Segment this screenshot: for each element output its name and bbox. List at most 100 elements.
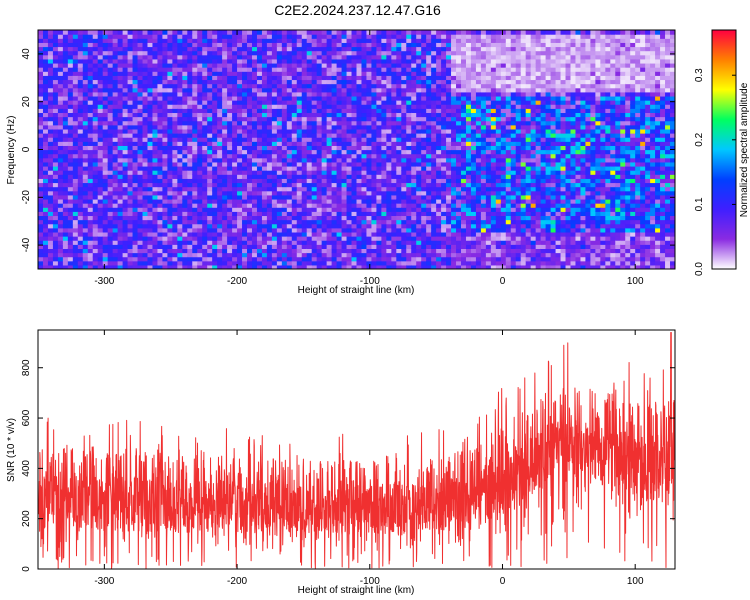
heatmap-cell (38, 145, 44, 151)
heatmap-cell (67, 141, 74, 146)
heatmap-cell (162, 203, 168, 208)
heatmap-cell (52, 236, 59, 241)
heatmap-cell (266, 207, 273, 212)
heatmap-cell (182, 112, 188, 118)
heatmap-cell (57, 153, 64, 159)
heatmap-cell (426, 145, 432, 151)
heatmap-cell (391, 50, 397, 56)
heatmap-cell (271, 207, 278, 212)
heatmap-cell (72, 30, 79, 35)
heatmap-cell (416, 252, 422, 258)
heatmap-cell (431, 116, 437, 122)
heatmap-cell (232, 137, 238, 142)
heatmap-cell (62, 30, 69, 35)
heatmap-cell (222, 30, 228, 35)
heatmap-cell (122, 157, 129, 163)
heatmap-cell (222, 223, 228, 229)
heatmap-cell (197, 83, 203, 89)
heatmap-cell (237, 54, 243, 60)
heatmap-cell (306, 260, 313, 266)
heatmap-cell (456, 137, 462, 142)
heatmap-cell (67, 38, 74, 43)
heatmap-cell (306, 95, 313, 101)
heatmap-cell (197, 104, 203, 109)
heatmap-cell (177, 248, 183, 254)
heatmap-cell (97, 112, 104, 118)
heatmap-cell (326, 137, 333, 142)
heatmap-cell (336, 50, 343, 56)
heatmap-cell (256, 165, 263, 171)
heatmap-cell (441, 108, 447, 114)
heatmap-cell (376, 165, 382, 171)
heatmap-cell (321, 108, 328, 114)
heatmap-cell (187, 62, 193, 68)
heatmap-cell (38, 215, 44, 221)
heatmap-cell (57, 149, 64, 155)
heatmap-cell (391, 87, 397, 93)
heatmap-cell (247, 91, 253, 97)
heatmap-cell (256, 75, 263, 81)
heatmap-cell (366, 161, 373, 167)
heatmap-cell (351, 87, 358, 93)
heatmap-cell (107, 87, 114, 93)
heatmap-cell (38, 170, 44, 175)
heatmap-cell (77, 58, 84, 64)
heatmap-cell (396, 194, 402, 200)
heatmap-cell (212, 46, 218, 52)
heatmap-cell (281, 252, 288, 258)
heatmap-cell (212, 91, 218, 97)
heatmap-cell (371, 141, 378, 146)
heatmap-cell (341, 207, 348, 212)
heatmap-cell (207, 145, 213, 151)
heatmap-cell (42, 240, 49, 245)
heatmap-cell (77, 149, 84, 155)
heatmap-cell (77, 236, 84, 241)
heatmap-cell (286, 174, 293, 179)
heatmap-cell (102, 157, 109, 163)
heatmap-cell (276, 141, 283, 146)
heatmap-cell (162, 178, 168, 184)
heatmap-cell (316, 79, 323, 85)
heatmap-cell (152, 83, 159, 89)
heatmap-cell (207, 50, 213, 56)
heatmap-cell (381, 198, 387, 204)
heatmap-cell (331, 87, 338, 93)
heatmap-cell (266, 165, 273, 171)
heatmap-cell (127, 207, 134, 212)
heatmap-cell (326, 133, 333, 138)
heatmap-cell (366, 211, 373, 217)
heatmap-cell (411, 108, 417, 114)
heatmap-cell (301, 67, 308, 72)
heatmap-cell (172, 42, 178, 48)
heatmap-cell (38, 203, 44, 208)
heatmap-cell (261, 227, 268, 233)
heatmap-cell (286, 203, 293, 208)
heatmap-cell (331, 108, 338, 114)
heatmap-cell (107, 133, 114, 138)
heatmap-cell (187, 153, 193, 159)
heatmap-cell (376, 83, 382, 89)
heatmap-cell (107, 30, 114, 35)
heatmap-cell (321, 157, 328, 163)
heatmap-cell (461, 264, 467, 269)
heatmap-cell (92, 87, 99, 93)
heatmap-cell (426, 161, 432, 167)
heatmap-cell (356, 219, 363, 225)
heatmap-cell (456, 244, 462, 249)
heatmap-cell (57, 133, 64, 138)
heatmap-cell (202, 223, 208, 229)
heatmap-cell (127, 182, 134, 188)
heatmap-cell (441, 207, 447, 212)
heatmap-cell (237, 161, 243, 167)
heatmap-cell (232, 219, 238, 225)
heatmap-cell (381, 58, 387, 64)
heatmap-cell (207, 244, 213, 249)
heatmap-cell (351, 50, 358, 56)
heatmap-cell (346, 87, 353, 93)
heatmap-cell (286, 157, 293, 163)
heatmap-cell (97, 244, 104, 249)
heatmap-cell (107, 75, 114, 81)
heatmap-cell (336, 141, 343, 146)
heatmap-cell (232, 112, 238, 118)
heatmap-cell (441, 67, 447, 72)
